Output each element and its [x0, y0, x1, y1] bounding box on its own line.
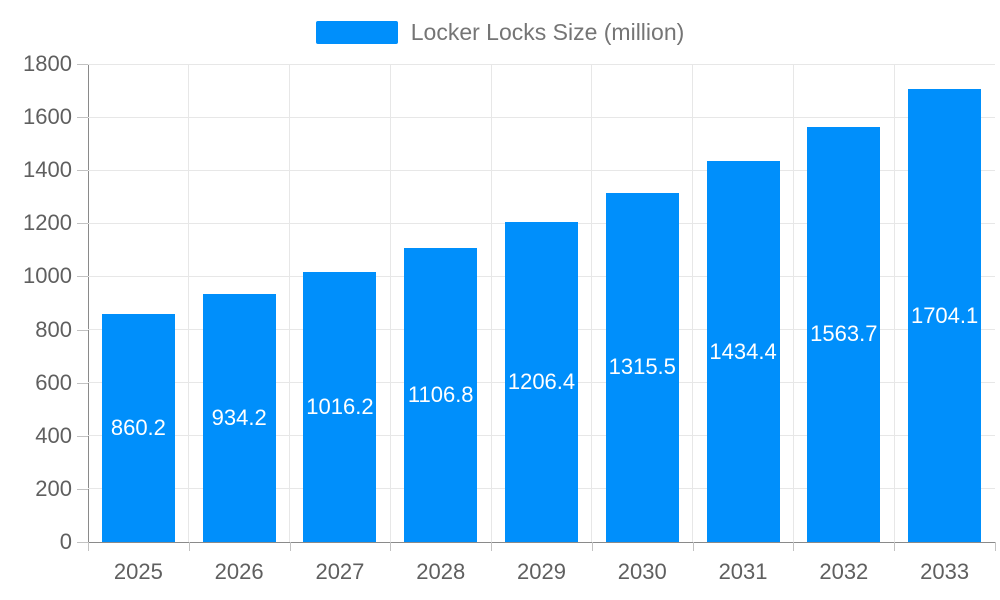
x-axis-tick-label: 2031 — [718, 559, 768, 584]
bar[interactable]: 934.2 — [202, 293, 276, 542]
bar[interactable]: 1106.8 — [404, 248, 478, 542]
x-axis-tick-label: 2025 — [113, 559, 163, 584]
x-axis-tick — [491, 542, 493, 551]
x-axis-tick-label: 2028 — [416, 559, 466, 584]
gridline-horizontal — [88, 63, 995, 65]
bar[interactable]: 1563.7 — [807, 126, 881, 542]
y-axis-tick — [77, 276, 88, 278]
x-axis-tick — [692, 542, 694, 551]
y-axis-tick — [77, 435, 88, 437]
x-axis-tick — [188, 542, 190, 551]
gridline-vertical — [188, 64, 190, 542]
x-axis-tick — [793, 542, 795, 551]
bar[interactable]: 1016.2 — [303, 272, 377, 542]
gridline-horizontal — [88, 116, 995, 118]
y-axis-tick — [77, 488, 88, 490]
x-axis-tick — [88, 542, 89, 551]
x-axis-tick — [390, 542, 392, 551]
bar[interactable]: 1704.1 — [908, 89, 982, 542]
x-axis-tick — [289, 542, 291, 551]
gridline-vertical — [591, 64, 593, 542]
y-axis-tick — [77, 329, 88, 331]
gridline-horizontal — [88, 169, 995, 171]
y-axis-tick — [77, 382, 88, 384]
y-axis-tick-label: 1400 — [23, 157, 72, 183]
bar-value-label: 1106.8 — [407, 382, 474, 408]
y-axis-tick — [77, 542, 88, 543]
x-axis-tick-label: 2029 — [517, 559, 566, 584]
legend[interactable]: Locker Locks Size (million) — [0, 19, 1000, 46]
gridline-vertical — [893, 64, 895, 542]
y-axis-line — [88, 64, 89, 543]
x-axis-tick-label: 2033 — [920, 559, 970, 584]
y-axis-tick-label: 800 — [35, 316, 72, 342]
bar-value-label: 1563.7 — [810, 321, 878, 347]
x-axis-tick — [591, 542, 593, 551]
y-axis-tick — [77, 170, 88, 172]
y-axis-tick — [77, 117, 88, 119]
y-axis-tick-label: 1000 — [23, 263, 72, 289]
gridline-vertical — [389, 64, 391, 542]
y-axis-tick-label: 1800 — [23, 51, 72, 76]
x-axis-tick-label: 2026 — [214, 559, 264, 584]
bar-value-label: 1704.1 — [910, 302, 979, 328]
y-axis-tick-label: 1200 — [23, 210, 72, 236]
y-axis-tick — [77, 223, 88, 225]
y-axis-tick-label: 0 — [59, 529, 72, 554]
bar[interactable]: 1434.4 — [706, 161, 780, 542]
bar-value-label: 1206.4 — [507, 368, 576, 394]
x-axis-tick — [995, 542, 996, 551]
bar-value-label: 860.2 — [110, 414, 166, 440]
y-axis-tick — [77, 64, 88, 65]
bar[interactable]: 1206.4 — [505, 221, 578, 542]
plot-area: 860.2 934.2 1016.2 1106.8 1206.4 1315.5 1434.4… — [88, 63, 995, 542]
bar-value-label: 1434.4 — [709, 338, 777, 364]
x-axis-line — [88, 542, 996, 543]
y-axis-tick-label: 1600 — [23, 104, 72, 130]
x-axis-tick-label: 2027 — [315, 559, 365, 584]
bar[interactable]: 860.2 — [101, 313, 175, 542]
legend-marker — [315, 21, 398, 44]
bar-value-label: 934.2 — [211, 404, 267, 430]
legend-label: Locker Locks Size (million) — [410, 19, 685, 45]
y-axis-tick-label: 400 — [35, 422, 72, 448]
gridline-vertical — [289, 64, 291, 542]
bar-value-label: 1315.5 — [608, 354, 676, 380]
y-axis-tick-label: 600 — [35, 369, 72, 395]
bar[interactable]: 1315.5 — [605, 192, 679, 542]
gridline-vertical — [792, 64, 794, 542]
x-axis-tick-label: 2032 — [819, 559, 869, 584]
y-axis-tick-label: 200 — [35, 475, 72, 501]
bar-value-label: 1016.2 — [306, 394, 374, 420]
gridline-vertical — [692, 64, 694, 542]
gridline-vertical — [490, 64, 492, 542]
x-axis-tick — [894, 542, 896, 551]
x-axis-tick-label: 2030 — [617, 559, 667, 584]
